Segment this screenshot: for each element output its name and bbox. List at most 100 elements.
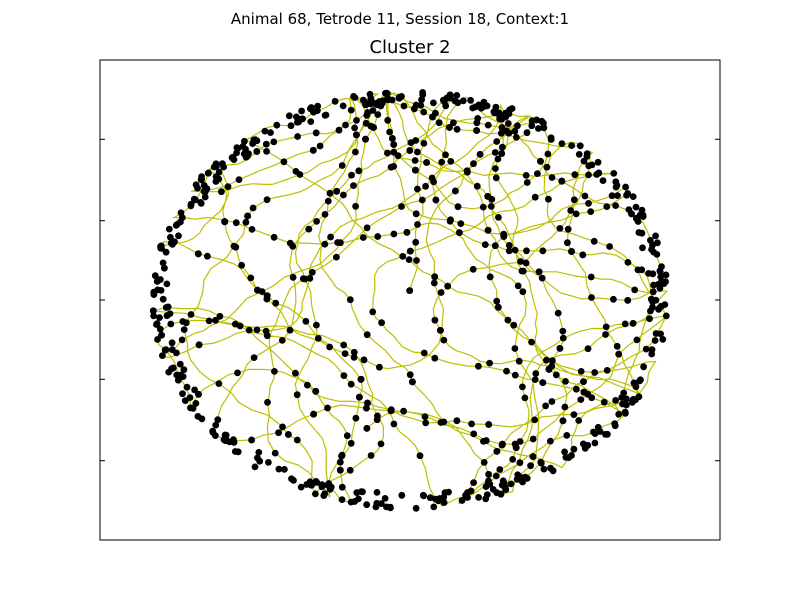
- spike-point: [595, 169, 603, 177]
- spike-point: [313, 218, 320, 225]
- spike-point: [322, 111, 330, 119]
- spike-point: [422, 182, 429, 190]
- spike-point: [505, 129, 513, 137]
- spike-point: [321, 240, 329, 248]
- spike-point: [324, 197, 332, 205]
- spike-point: [186, 394, 194, 401]
- spike-point: [423, 159, 430, 166]
- spike-point: [510, 321, 518, 329]
- spike-point: [519, 383, 526, 391]
- spike-point: [517, 258, 524, 265]
- spike-point: [612, 397, 619, 404]
- spike-point: [529, 435, 537, 443]
- spike-point: [253, 326, 261, 334]
- spike-point: [313, 321, 320, 329]
- spike-point: [359, 234, 367, 241]
- spike-point: [532, 370, 540, 377]
- spike-point: [162, 248, 170, 256]
- spike-point: [285, 431, 292, 438]
- spike-point: [457, 220, 465, 228]
- spike-point: [559, 327, 567, 335]
- spike-point: [302, 317, 310, 325]
- spike-point: [585, 162, 593, 170]
- spike-point: [485, 470, 492, 478]
- spike-point: [441, 98, 448, 106]
- spike-point: [294, 133, 301, 140]
- spike-point: [398, 203, 405, 210]
- spike-point: [636, 377, 643, 385]
- spike-point: [281, 466, 288, 473]
- spike-point: [432, 495, 439, 503]
- spike-point: [629, 320, 637, 327]
- spike-point: [654, 281, 662, 288]
- spike-point: [440, 336, 448, 344]
- spike-point: [608, 192, 616, 200]
- spike-point: [355, 495, 362, 503]
- spike-point: [390, 141, 398, 148]
- spike-point: [537, 459, 545, 467]
- spike-point: [299, 115, 306, 123]
- spike-point: [480, 459, 488, 466]
- spike-point: [373, 499, 381, 507]
- spike-point: [270, 138, 278, 146]
- spike-point: [267, 129, 274, 137]
- spike-point: [159, 352, 166, 359]
- spike-point: [414, 185, 421, 193]
- spike-point: [418, 96, 425, 104]
- spike-point: [406, 371, 414, 379]
- spike-point: [280, 158, 288, 166]
- spike-point: [431, 273, 439, 281]
- spike-point: [318, 481, 326, 489]
- spike-point: [447, 158, 455, 165]
- spike-point: [264, 398, 271, 406]
- spike-point: [440, 499, 448, 506]
- spike-point: [335, 126, 343, 134]
- spike-point: [374, 99, 382, 106]
- spike-point: [534, 170, 541, 178]
- spike-point: [491, 242, 499, 250]
- spike-point: [610, 170, 618, 177]
- spike-point: [412, 137, 420, 144]
- spike-point: [470, 430, 478, 438]
- spike-point: [405, 256, 413, 263]
- spike-point: [572, 385, 580, 393]
- spike-point: [548, 357, 556, 365]
- spike-point: [235, 176, 243, 184]
- spike-point: [469, 265, 477, 273]
- spike-point: [215, 380, 223, 387]
- spike-point: [416, 452, 424, 460]
- spike-point: [649, 303, 656, 311]
- spike-point: [549, 467, 557, 475]
- spike-point: [561, 403, 569, 411]
- spike-point: [384, 116, 392, 124]
- spike-point: [234, 448, 242, 456]
- spike-point: [297, 483, 305, 491]
- spike-point: [614, 192, 621, 200]
- spike-point: [250, 354, 258, 361]
- spike-point: [177, 209, 185, 217]
- spike-point: [481, 241, 489, 249]
- spike-point: [248, 436, 256, 444]
- spike-point: [640, 363, 647, 371]
- spike-point: [346, 466, 354, 474]
- spike-point: [488, 195, 496, 203]
- axes-frame: [99, 59, 721, 541]
- spike-point: [234, 369, 241, 377]
- spike-point: [192, 181, 200, 189]
- spike-point: [314, 102, 322, 110]
- spike-point: [451, 97, 459, 105]
- spike-point: [167, 320, 175, 328]
- spike-point: [163, 312, 171, 320]
- spike-point: [233, 149, 241, 157]
- spike-point: [251, 136, 259, 144]
- spike-point: [522, 172, 530, 179]
- spike-point: [623, 401, 630, 409]
- spike-point: [506, 106, 513, 114]
- spike-point: [364, 399, 371, 407]
- spike-point: [558, 177, 566, 185]
- spike-point: [248, 226, 256, 233]
- spike-point: [338, 496, 346, 503]
- spike-point: [249, 204, 257, 212]
- spike-point: [194, 413, 202, 420]
- spike-point: [239, 143, 247, 150]
